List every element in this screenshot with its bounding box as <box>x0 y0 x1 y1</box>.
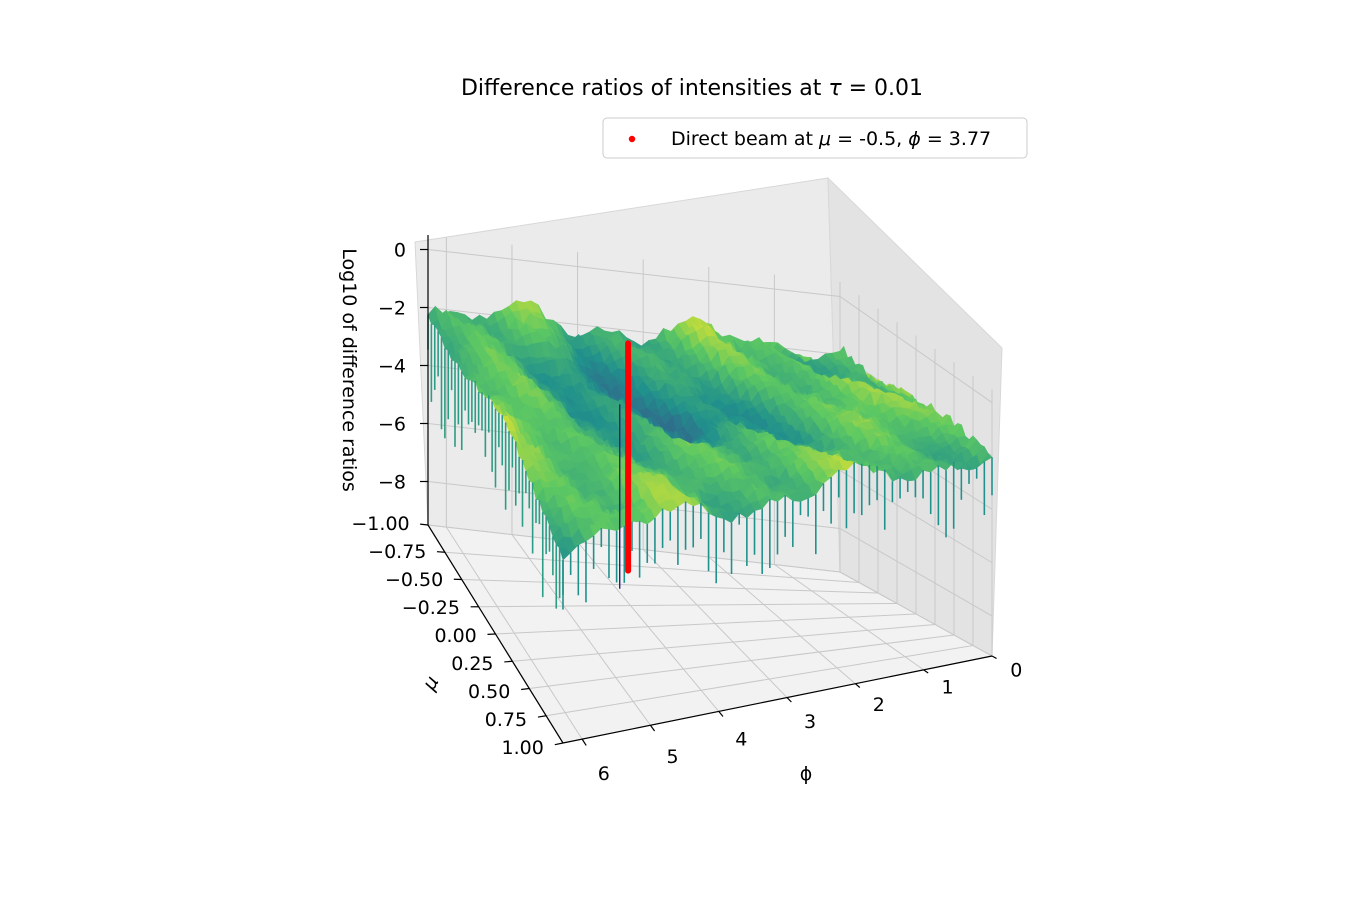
grid-floor-mu <box>461 579 879 594</box>
grid-floor-mu <box>546 645 974 717</box>
grid-floor-mu <box>427 524 841 573</box>
y-tick-label: −0.75 <box>368 541 426 563</box>
x-tick-label: 1 <box>942 677 954 699</box>
x-tick <box>854 683 861 688</box>
y-tick <box>504 660 513 663</box>
x-tick-label: 6 <box>598 763 610 785</box>
grid-z <box>427 249 993 403</box>
y-tick <box>420 523 429 526</box>
y-tick-label: −0.50 <box>385 569 443 591</box>
x-axis-line <box>562 655 993 744</box>
grid-floor-mu <box>444 551 860 583</box>
z-tick-label: −6 <box>378 414 406 436</box>
surface-plot <box>427 300 993 610</box>
x-tick-label: 2 <box>873 694 885 716</box>
chart-title: Difference ratios of intensities at τ = … <box>461 76 923 101</box>
legend-label: Direct beam at μ = -0.5, ϕ = 3.77 <box>671 128 991 150</box>
y-tick <box>436 551 445 553</box>
y-tick-label: −1.00 <box>351 513 409 535</box>
z-tick-label: −4 <box>378 356 406 378</box>
legend-box <box>602 117 1028 159</box>
x-tick-label: 3 <box>804 711 816 733</box>
x-tick <box>786 697 792 703</box>
y-tick-label: 1.00 <box>502 737 544 759</box>
z-tick-label: −8 <box>378 472 406 494</box>
grid-floor-mu <box>478 603 898 608</box>
y-tick-label: 0.50 <box>468 681 510 703</box>
grid-floor-mu <box>529 634 955 689</box>
axes: 0 1 2 3 4 5 6 −1.00 −0.75 −0.50 −0.25 0.00 0.25 0.50 0… <box>351 235 1022 785</box>
legend-marker <box>628 135 636 143</box>
z-tick-label: −2 <box>378 298 406 320</box>
x-tick-label: 5 <box>667 746 679 768</box>
x-tick-label: 4 <box>735 729 747 751</box>
y-tick-label: 0.00 <box>434 625 476 647</box>
x-tick <box>649 724 656 732</box>
grid-floor-mu <box>495 613 917 635</box>
y-axis-label: μ <box>418 672 444 694</box>
x-tick-label: 0 <box>1010 659 1022 681</box>
y-tick-label: 0.75 <box>485 709 527 731</box>
y-tick <box>521 687 530 691</box>
x-tick <box>581 738 587 746</box>
grid-floor-mu <box>512 624 936 662</box>
z-tick-label: 0 <box>394 240 406 262</box>
x-tick <box>923 669 929 674</box>
y-tick <box>537 715 547 718</box>
x-tick <box>718 711 724 717</box>
x-tick <box>991 655 997 660</box>
y-tick <box>554 742 564 746</box>
y-tick-label: 0.25 <box>451 653 493 675</box>
z-axis-label: Log10 of difference ratios <box>338 248 360 492</box>
legend: Direct beam at μ = -0.5, ϕ = 3.77 <box>602 117 1028 159</box>
x-axis-label: ϕ <box>800 763 813 785</box>
y-tick-label: −0.25 <box>402 597 460 619</box>
